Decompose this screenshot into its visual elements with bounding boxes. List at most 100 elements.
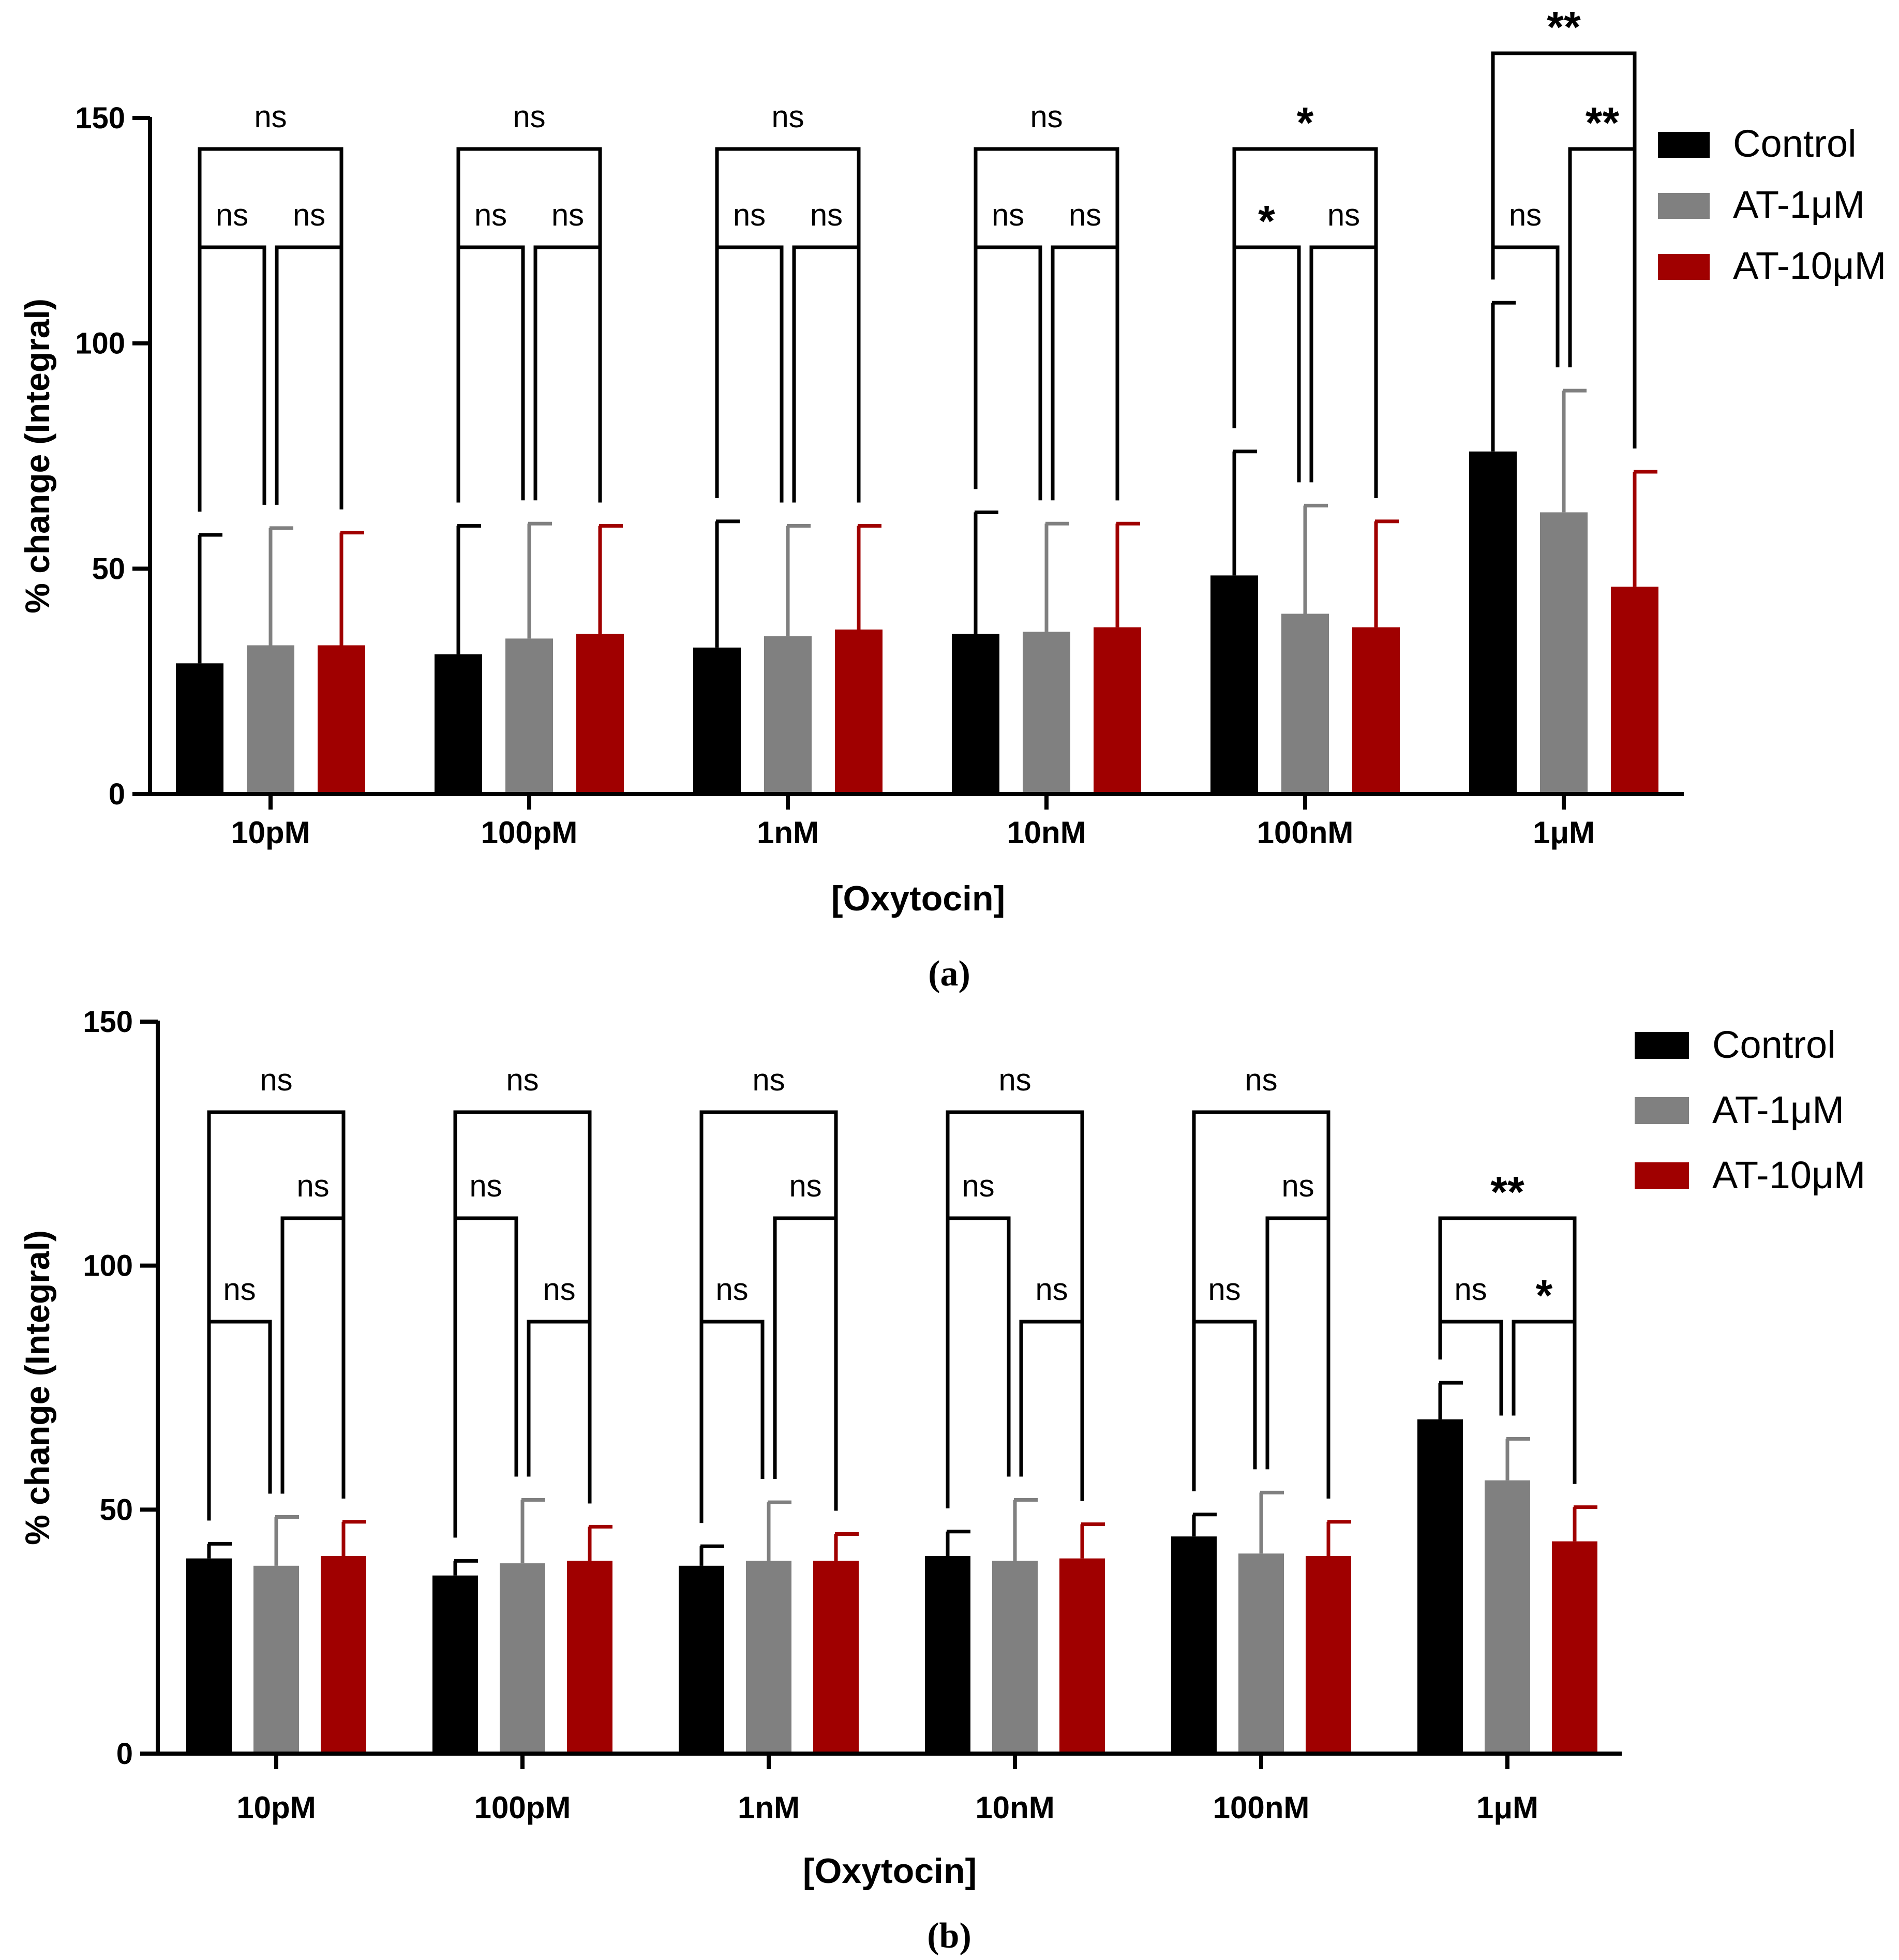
bar xyxy=(1469,451,1517,794)
significance-bracket xyxy=(974,147,1119,501)
legend-label: Control xyxy=(1712,1023,1836,1066)
significance-label: ns xyxy=(1509,198,1542,232)
significance-label: ns xyxy=(474,198,507,232)
significance-label: ns xyxy=(551,198,584,232)
bar xyxy=(321,1555,366,1754)
bar xyxy=(1171,1536,1217,1754)
legend-label: Control xyxy=(1733,122,1857,165)
x-tick-label: 10pM xyxy=(236,1790,316,1825)
significance-bracket xyxy=(456,147,602,503)
x-tick-label: 1μM xyxy=(1476,1790,1538,1825)
bar xyxy=(186,1558,232,1754)
bar xyxy=(1417,1419,1463,1754)
y-axis-title: % change (Integral) xyxy=(18,298,56,614)
bar xyxy=(247,645,294,794)
legend-swatch xyxy=(1635,1162,1689,1189)
legend-label: AT-10μM xyxy=(1712,1154,1865,1196)
bar xyxy=(432,1575,478,1754)
bar xyxy=(1352,627,1400,794)
y-tick-label: 100 xyxy=(83,1249,133,1283)
x-tick-label: 100pM xyxy=(481,815,578,850)
significance-label: ns xyxy=(992,198,1024,232)
significance-label: ns xyxy=(1327,198,1360,232)
bar xyxy=(813,1561,859,1754)
significance-bracket xyxy=(1491,51,1637,448)
bar xyxy=(576,634,624,794)
y-axis-title: % change (Integral) xyxy=(18,1230,56,1545)
significance-label: ** xyxy=(1490,1168,1524,1216)
bar xyxy=(1611,587,1658,794)
bar xyxy=(500,1563,545,1754)
x-tick-label: 100nM xyxy=(1213,1790,1310,1825)
bar xyxy=(1485,1480,1530,1754)
x-tick-label: 1nM xyxy=(738,1790,800,1825)
x-tick-label: 1μM xyxy=(1533,815,1595,850)
legend-label: AT-1μM xyxy=(1733,183,1865,226)
significance-label: ns xyxy=(506,1063,539,1097)
significance-label: ** xyxy=(1547,3,1581,51)
significance-label: ns xyxy=(216,198,248,232)
significance-label: ns xyxy=(1245,1063,1277,1097)
significance-label: ns xyxy=(1281,1169,1314,1203)
significance-label: ns xyxy=(513,99,545,134)
x-tick-label: 10nM xyxy=(975,1790,1054,1825)
y-tick-label: 150 xyxy=(83,1005,133,1039)
bar xyxy=(253,1565,299,1754)
significance-label: ns xyxy=(771,99,804,134)
significance-label: ns xyxy=(1030,99,1063,134)
bar xyxy=(1552,1541,1597,1754)
significance-bracket xyxy=(1438,1216,1577,1484)
bar xyxy=(952,634,999,794)
y-tick-label: 50 xyxy=(92,552,125,586)
y-tick-label: 0 xyxy=(109,777,125,811)
bar xyxy=(693,647,741,794)
x-axis-title: [Oxytocin] xyxy=(831,879,1005,918)
significance-label: ns xyxy=(1069,198,1101,232)
bar xyxy=(746,1561,791,1754)
significance-label: ns xyxy=(1208,1272,1240,1307)
legend-swatch xyxy=(1658,132,1710,158)
y-tick-label: 100 xyxy=(75,327,125,361)
significance-label: ns xyxy=(1454,1272,1487,1307)
bar xyxy=(1094,627,1141,794)
bar xyxy=(1540,512,1588,794)
significance-label: ns xyxy=(260,1063,292,1097)
bar xyxy=(505,638,553,794)
significance-label: ns xyxy=(543,1272,575,1307)
significance-label: ns xyxy=(998,1063,1031,1097)
significance-label: ns xyxy=(469,1169,502,1203)
significance-label: * xyxy=(1536,1271,1553,1320)
bar xyxy=(1306,1555,1351,1754)
x-tick-label: 100pM xyxy=(474,1790,571,1825)
bar xyxy=(1023,632,1070,794)
panel-caption: (b) xyxy=(927,1916,971,1956)
panel-b-chart: 0 50 100 150 10pM 100pM 1nM 10nM 100nM 1μM [Oxytoc… xyxy=(18,1005,1865,1956)
x-tick-label: 10pM xyxy=(231,815,310,850)
bar xyxy=(567,1561,612,1754)
significance-label: * xyxy=(1297,98,1314,147)
legend-swatch xyxy=(1658,254,1710,280)
significance-bracket xyxy=(946,1110,1084,1508)
significance-label: ns xyxy=(962,1169,994,1203)
legend-swatch xyxy=(1658,193,1710,219)
y-tick-label: 0 xyxy=(116,1737,133,1771)
significance-bracket xyxy=(715,147,861,503)
bar xyxy=(435,654,482,794)
significance-label: ns xyxy=(789,1169,821,1203)
panel-caption: (a) xyxy=(928,954,970,994)
bar xyxy=(1059,1558,1105,1754)
legend-swatch xyxy=(1635,1097,1689,1124)
significance-bracket xyxy=(453,1110,592,1538)
bar xyxy=(764,636,812,794)
significance-label: ns xyxy=(1035,1272,1068,1307)
bar xyxy=(925,1555,970,1754)
y-tick-label: 50 xyxy=(99,1493,133,1527)
bar xyxy=(318,645,365,794)
x-tick-label: 1nM xyxy=(757,815,819,850)
significance-label: ns xyxy=(223,1272,256,1307)
x-axis-title: [Oxytocin] xyxy=(803,1851,977,1891)
y-tick-label: 150 xyxy=(75,101,125,135)
significance-label: ns xyxy=(293,198,325,232)
significance-label: ns xyxy=(715,1272,748,1307)
